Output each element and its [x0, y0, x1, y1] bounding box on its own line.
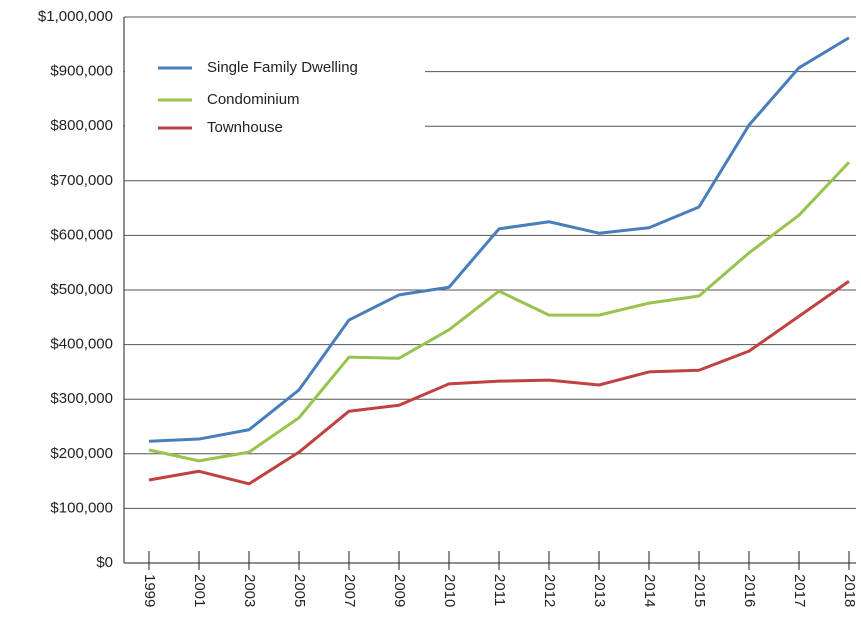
y-tick-label: $1,000,000	[38, 8, 113, 25]
y-tick-label: $800,000	[50, 117, 113, 134]
series-line	[148, 280, 850, 486]
x-tick-label: 2001	[191, 574, 208, 607]
x-tick-label: 2013	[591, 574, 608, 607]
x-tick-label: 2017	[791, 574, 808, 607]
x-tick-label: 2018	[841, 574, 858, 607]
x-tick-label: 2012	[541, 574, 558, 607]
x-tick-label: 2016	[741, 574, 758, 607]
series-line	[148, 161, 851, 463]
x-tick-label: 2003	[241, 574, 258, 607]
x-tick-label: 2009	[391, 574, 408, 607]
y-tick-label: $200,000	[50, 445, 113, 462]
y-tick-label: $900,000	[50, 63, 113, 80]
series-line	[148, 36, 850, 443]
x-tick-label: 2015	[691, 574, 708, 607]
legend-label: Townhouse	[207, 119, 283, 136]
y-tick-label: $400,000	[50, 336, 113, 353]
x-tick-label: 2011	[491, 574, 508, 606]
y-tick-label: $500,000	[50, 281, 113, 298]
x-tick-label: 2007	[341, 574, 358, 607]
y-tick-label: $300,000	[50, 390, 113, 407]
y-tick-label: $100,000	[50, 499, 113, 516]
y-tick-label: $0	[96, 554, 113, 571]
x-tick-label: 2014	[641, 574, 658, 607]
legend-label: Single Family Dwelling	[207, 59, 358, 76]
x-tick-label: 2010	[441, 574, 458, 607]
y-tick-label: $700,000	[50, 172, 113, 189]
legend-label: Condominium	[207, 91, 300, 108]
x-tick-label: 2005	[291, 574, 308, 607]
legend-background	[125, 45, 425, 150]
x-tick-label: 1999	[141, 574, 158, 607]
y-tick-label: $600,000	[50, 226, 113, 243]
